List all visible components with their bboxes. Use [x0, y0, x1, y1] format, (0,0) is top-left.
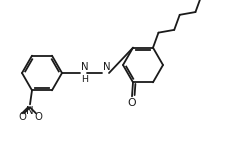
Text: O: O: [18, 112, 26, 122]
Text: N: N: [26, 106, 34, 116]
Text: H: H: [81, 75, 88, 84]
Text: O: O: [34, 112, 42, 122]
Text: N: N: [81, 62, 89, 71]
Text: N: N: [103, 62, 111, 71]
Text: O: O: [128, 98, 136, 108]
